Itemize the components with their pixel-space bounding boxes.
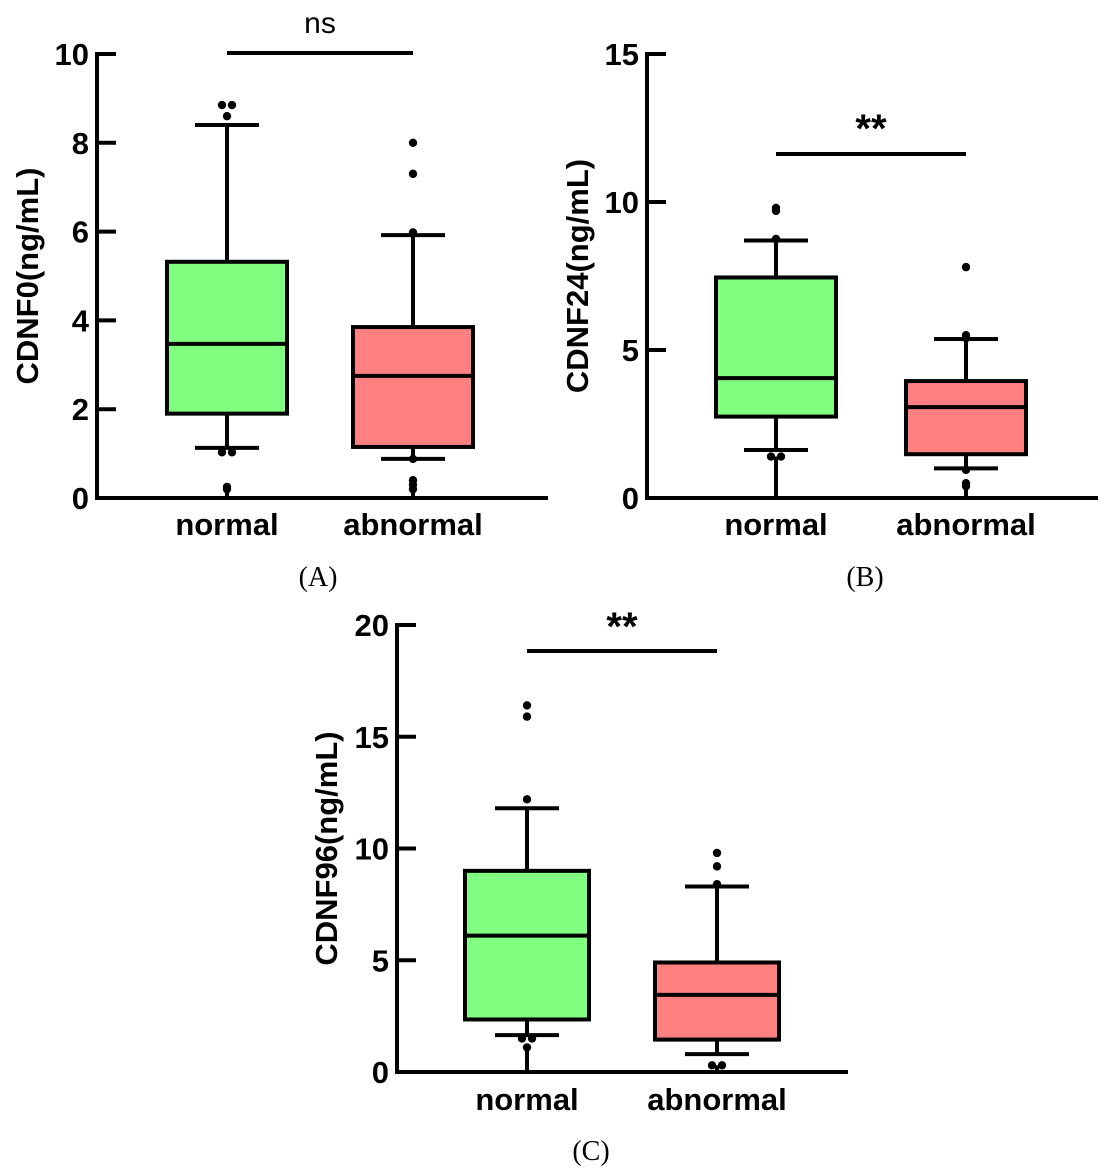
- panel-label: (B): [846, 562, 883, 593]
- iqr-box: [463, 868, 591, 1022]
- outlier-point: [408, 454, 418, 464]
- y-tick-label: 2: [72, 392, 89, 427]
- significance-label: ns: [304, 7, 336, 40]
- box-normal: [165, 100, 289, 498]
- outlier-point: [227, 100, 237, 110]
- y-tick-label: 0: [372, 1055, 389, 1090]
- iqr-box: [904, 379, 1028, 457]
- outlier-point: [712, 880, 722, 889]
- outlier-point: [517, 1034, 527, 1043]
- box-normal: [463, 701, 591, 1072]
- outlier-point: [222, 111, 232, 121]
- iqr-box: [714, 275, 838, 419]
- outlier-point: [961, 481, 971, 491]
- x-category-label: normal: [175, 507, 278, 542]
- panel-b: 0 5 10 15 CDNF24(ng/mL) normal abnormal ** (B): [560, 37, 1098, 593]
- outlier-point: [776, 452, 786, 461]
- outlier-point: [961, 333, 971, 343]
- y-axis-title: CDNF0(ng/mL): [10, 168, 45, 385]
- outlier-point: [217, 448, 227, 457]
- y-tick-label: 5: [372, 943, 389, 978]
- y-tick-label: 10: [355, 832, 389, 867]
- y-tick-label: 5: [622, 333, 639, 368]
- outlier-point: [766, 452, 776, 461]
- panel-c: 0 5 10 15 20 CDNF96(ng/mL) normal abnormal ** (C): [309, 605, 848, 1167]
- outlier-point: [408, 169, 418, 179]
- box-abnormal: [351, 138, 475, 498]
- outlier-point: [408, 138, 418, 147]
- y-tick-label: 6: [72, 215, 89, 250]
- outlier-point: [961, 465, 971, 475]
- outlier-point: [771, 206, 781, 216]
- x-category-label: abnormal: [896, 507, 1036, 542]
- outlier-point: [712, 862, 722, 871]
- iqr-box: [351, 325, 475, 449]
- panel-label: (C): [572, 1136, 609, 1167]
- y-axis-title: CDNF24(ng/mL): [560, 159, 595, 393]
- panel-a: 0 2 4 6 8 10 CDNF0(ng/mL) normal abnormal ns (A): [10, 7, 548, 593]
- x-category-label: abnormal: [343, 507, 483, 542]
- x-category-label: normal: [475, 1082, 578, 1117]
- outlier-point: [217, 100, 227, 110]
- y-tick-label: 15: [355, 720, 389, 755]
- outlier-point: [227, 448, 237, 457]
- outlier-point: [961, 262, 971, 272]
- y-tick-label: 8: [72, 126, 89, 161]
- x-category-label: abnormal: [647, 1082, 787, 1117]
- outlier-point: [522, 795, 532, 804]
- y-tick-label: 10: [55, 37, 89, 72]
- outlier-point: [522, 701, 532, 710]
- y-tick-label: 0: [72, 481, 89, 516]
- outlier-point: [522, 712, 532, 721]
- outlier-point: [408, 484, 418, 494]
- outlier-point: [712, 848, 722, 858]
- iqr-box: [165, 259, 289, 416]
- iqr-box: [653, 960, 781, 1042]
- outlier-point: [408, 228, 418, 237]
- y-axis-title: CDNF96(ng/mL): [309, 731, 344, 965]
- box-abnormal: [904, 262, 1028, 498]
- panel-label: (A): [299, 562, 338, 593]
- outlier-point: [222, 484, 232, 494]
- significance-label: **: [855, 107, 887, 151]
- outlier-point: [522, 1043, 532, 1052]
- outlier-point: [771, 234, 781, 244]
- y-tick-label: 20: [355, 608, 389, 643]
- y-tick-label: 15: [605, 37, 639, 72]
- outlier-point: [707, 1061, 717, 1070]
- y-tick-label: 10: [605, 185, 639, 220]
- box-abnormal: [653, 848, 781, 1072]
- box-normal: [714, 203, 838, 498]
- outlier-point: [527, 1034, 537, 1043]
- outlier-point: [717, 1061, 727, 1070]
- y-tick-label: 0: [622, 481, 639, 516]
- significance-label: **: [606, 605, 638, 649]
- y-tick-label: 4: [72, 303, 90, 338]
- x-category-label: normal: [724, 507, 827, 542]
